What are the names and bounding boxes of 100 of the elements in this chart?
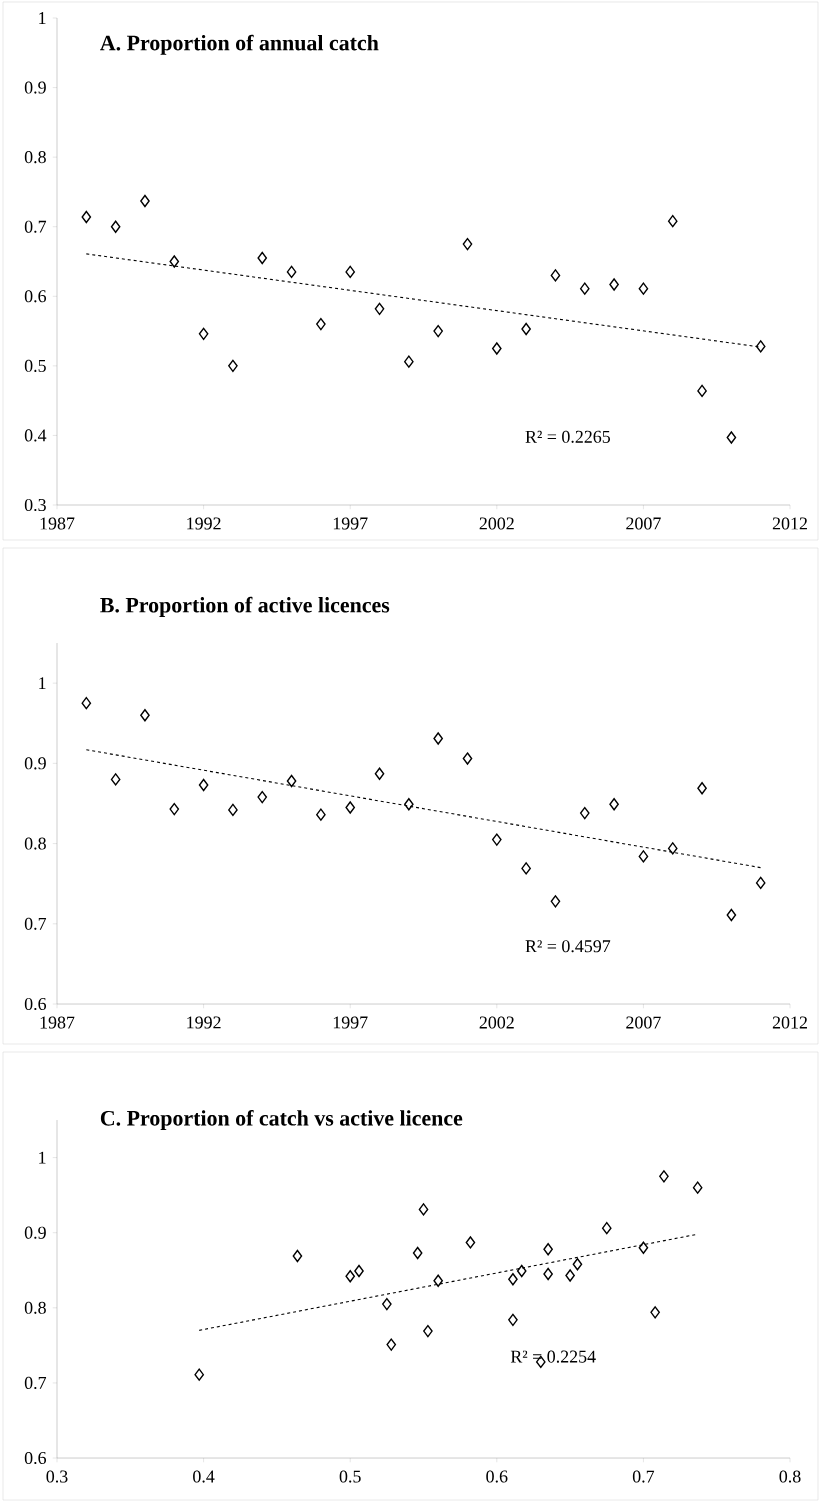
point: [667, 842, 678, 855]
point: [110, 220, 121, 233]
point: [292, 1249, 303, 1263]
point: [579, 806, 590, 820]
x-tick-label: 1992: [187, 517, 221, 530]
point: [638, 850, 649, 863]
point: [550, 895, 561, 908]
point: [140, 709, 150, 722]
point: [404, 798, 414, 811]
y-tick-label: 0.9: [24, 757, 46, 770]
y-tick-label: 0.9: [24, 81, 46, 94]
chart-title: B. Proportion of active licences: [100, 596, 390, 617]
y-tick-label: 1: [39, 12, 46, 24]
point: [412, 1246, 423, 1260]
point: [692, 1181, 703, 1194]
point: [140, 194, 150, 208]
point: [521, 322, 531, 336]
y-tick-label: 0.4: [24, 429, 47, 442]
point: [465, 1236, 476, 1249]
point: [354, 1264, 364, 1278]
point: [565, 1269, 575, 1282]
point: [404, 355, 414, 368]
point: [491, 342, 502, 355]
point: [638, 282, 649, 295]
point: [81, 210, 92, 224]
point: [433, 1274, 443, 1287]
point: [433, 324, 443, 338]
point: [697, 384, 707, 398]
point: [345, 1270, 356, 1283]
point: [386, 1338, 397, 1351]
x-tick-label: 2002: [479, 1016, 514, 1029]
y-tick-label: 0.9: [24, 1226, 46, 1239]
point: [257, 790, 268, 804]
point: [81, 696, 92, 710]
point: [609, 278, 619, 291]
chart-title: C. Proportion of catch vs active licence: [100, 1109, 463, 1131]
point: [726, 431, 737, 444]
point: [579, 282, 590, 295]
y-tick-label: 0.8: [24, 1301, 46, 1314]
y-tick-label: 0.6: [24, 997, 47, 1011]
point: [316, 808, 326, 821]
point: [650, 1306, 660, 1319]
point: [491, 833, 502, 846]
point: [521, 862, 531, 875]
point: [374, 302, 385, 316]
x-tick-label: 0.5: [339, 1470, 361, 1483]
point: [169, 802, 180, 816]
point: [543, 1267, 553, 1281]
x-tick-label: 2007: [626, 517, 661, 530]
point: [659, 1170, 669, 1183]
text: A. Proportion of annual catch: [100, 34, 379, 55]
point: [508, 1313, 518, 1327]
y-tick-label: 0.7: [24, 917, 47, 930]
point: [726, 908, 737, 922]
x-tick-label: 0.6: [486, 1470, 508, 1483]
point: [609, 798, 619, 811]
point: [755, 340, 766, 353]
point: [286, 774, 297, 788]
y-tick-label: 0.6: [24, 290, 47, 303]
point: [286, 265, 297, 279]
point: [697, 782, 707, 795]
point: [257, 251, 268, 265]
point: [667, 214, 678, 228]
point: [345, 265, 356, 279]
point: [755, 876, 766, 890]
x-tick-label: 2007: [626, 1016, 661, 1029]
y-tick-label: 0.7: [24, 220, 47, 233]
annotation: R² = 0.2254: [510, 1350, 596, 1363]
point: [198, 327, 209, 341]
point: [418, 1203, 429, 1216]
x-tick-label: 2012: [772, 517, 807, 530]
point: [638, 1241, 649, 1254]
y-tick-label: 0.7: [24, 1376, 47, 1390]
point: [382, 1297, 392, 1311]
point: [601, 1221, 612, 1235]
x-tick-label: 0.7: [632, 1470, 655, 1483]
x-tick-label: 2012: [772, 1016, 807, 1029]
point: [198, 778, 209, 792]
point: [508, 1273, 518, 1286]
annotation: R² = 0.4597: [525, 940, 611, 953]
x-tick-label: 2002: [479, 517, 514, 530]
point: [169, 255, 180, 268]
x-tick-label: 1997: [333, 517, 368, 530]
point: [110, 773, 121, 786]
y-tick-label: 0.8: [24, 151, 46, 164]
x-tick-label: 0.4: [193, 1470, 215, 1483]
x-tick-label: 0.8: [779, 1470, 801, 1483]
point: [345, 801, 356, 814]
x-tick-label: 1987: [40, 517, 75, 530]
point: [194, 1368, 205, 1381]
point: [228, 803, 238, 817]
point: [423, 1324, 433, 1338]
x-tick-label: 1992: [187, 1016, 221, 1029]
y-tick-label: 0.3: [24, 498, 46, 512]
x-tick-label: 1987: [40, 1016, 75, 1029]
point: [543, 1243, 553, 1256]
point: [572, 1258, 583, 1271]
point: [316, 317, 326, 331]
x-tick-label: 1997: [333, 1016, 368, 1029]
point: [462, 237, 473, 251]
